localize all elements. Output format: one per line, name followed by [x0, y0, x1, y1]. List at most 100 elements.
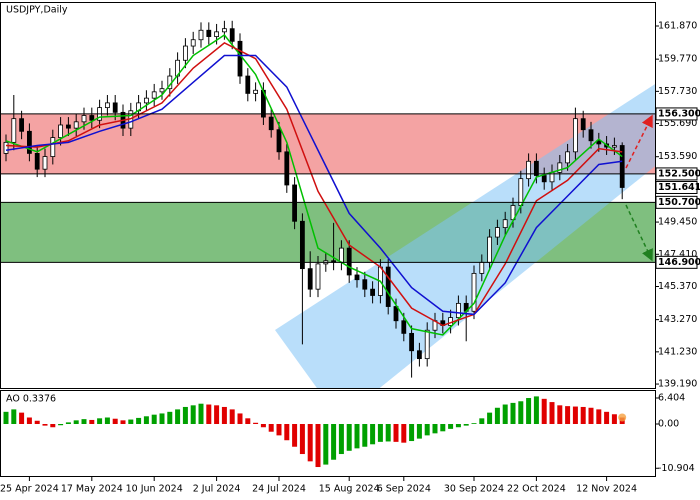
ao-bar — [424, 424, 430, 436]
moving-average — [5, 33, 623, 336]
candle-body — [268, 116, 274, 131]
osc-y-tick-label: -10.904 — [658, 463, 695, 474]
ao-bar — [253, 422, 259, 425]
ao-bar — [182, 406, 188, 425]
ao-bar — [151, 414, 157, 425]
candle-body — [159, 88, 165, 93]
ao-bar — [331, 424, 337, 460]
candle-body — [541, 175, 547, 183]
ao-bar — [370, 424, 376, 445]
candle-body — [565, 151, 570, 164]
x-tick-label: 25 Apr 2024 — [0, 484, 59, 495]
ao-bar — [292, 424, 298, 447]
candle-body — [479, 261, 485, 274]
ao-bar — [19, 412, 25, 425]
candle-body — [112, 102, 118, 113]
candle-body — [182, 45, 188, 61]
ao-bar — [362, 424, 368, 447]
y-tick-label: 147.410 — [658, 249, 697, 260]
candle-body — [526, 160, 531, 180]
candle-body — [221, 28, 227, 33]
ao-bar — [42, 424, 48, 426]
candle-body — [151, 91, 157, 99]
ao-bar — [245, 418, 251, 425]
ao-bar — [81, 419, 87, 425]
ao-bar — [260, 424, 266, 428]
candle-body — [206, 29, 212, 37]
candle-body — [580, 118, 586, 131]
candle-body — [50, 137, 56, 157]
forecast-arrow-up — [625, 114, 653, 169]
x-tick-label: 10 Jun 2024 — [126, 484, 183, 495]
ao-bar — [604, 411, 610, 425]
ao-bar — [104, 417, 110, 425]
ao-bar — [510, 402, 516, 425]
candle-body — [588, 129, 594, 142]
candle-body — [393, 306, 399, 322]
ao-bar — [580, 406, 586, 425]
level-label: 152.500 — [658, 168, 700, 179]
ao-bar — [385, 424, 391, 442]
candle-body — [424, 329, 430, 360]
y-tick-label: 145.370 — [658, 281, 697, 292]
ao-bar — [354, 424, 360, 449]
ao-bar — [455, 424, 461, 428]
y-tick-label: 161.870 — [658, 20, 697, 31]
ao-bar — [416, 424, 422, 439]
candle-body — [19, 118, 25, 132]
ao-bar — [120, 420, 126, 425]
candle-body — [315, 263, 321, 290]
x-tick-label: 6 Sep 2024 — [377, 484, 431, 495]
candle-body — [89, 115, 95, 121]
chart-title: USDJPY,Daily — [6, 5, 68, 16]
ao-bar — [377, 424, 383, 442]
oscillator-panel-border — [0, 390, 656, 477]
level-label-box — [655, 255, 698, 269]
candle-body — [596, 140, 602, 145]
candle-body — [42, 156, 48, 170]
candle-body — [34, 153, 40, 170]
x-tick-label: 22 Oct 2024 — [507, 484, 566, 495]
ao-bar — [549, 402, 555, 425]
ao-bar — [572, 406, 578, 425]
ao-bar — [175, 409, 181, 425]
y-tick-label: 139.190 — [658, 379, 697, 390]
y-tick-label: 159.770 — [658, 54, 697, 65]
candle-body — [612, 145, 617, 148]
x-tick-label: 15 Aug 2024 — [319, 484, 380, 495]
ao-bar — [611, 414, 617, 425]
y-tick-label: 143.270 — [658, 314, 697, 325]
oscillator-label: AO 0.3376 — [6, 394, 56, 405]
ao-bar — [315, 424, 321, 468]
ao-bar — [237, 413, 243, 425]
candle-body — [237, 40, 243, 77]
ao-bar — [89, 419, 95, 425]
candle-body — [11, 118, 17, 143]
y-tick-label: 141.230 — [658, 346, 697, 357]
candle-body — [229, 28, 235, 42]
ao-bar — [463, 424, 469, 426]
ao-last-dot — [618, 413, 627, 422]
y-tick-label: 155.690 — [658, 118, 697, 129]
candle-body — [276, 129, 282, 153]
candle-body — [253, 89, 259, 94]
candle-body — [307, 268, 313, 290]
current-price-label: 151.641 — [658, 182, 700, 193]
ao-bar — [393, 424, 399, 442]
ao-bar — [11, 409, 17, 425]
ao-bar — [338, 424, 344, 455]
ao-bar — [401, 424, 407, 443]
ao-bar — [128, 419, 134, 425]
ao-bar — [518, 401, 524, 425]
ao-bar — [284, 424, 290, 441]
candle-body — [190, 39, 196, 47]
ao-bar — [502, 404, 508, 425]
ao-bar — [3, 411, 9, 425]
ao-bar — [97, 418, 103, 425]
candle-body — [81, 115, 87, 123]
candle-body — [518, 178, 524, 206]
ao-bar — [479, 418, 485, 425]
moving-average — [5, 54, 623, 316]
ao-bar — [299, 424, 305, 455]
